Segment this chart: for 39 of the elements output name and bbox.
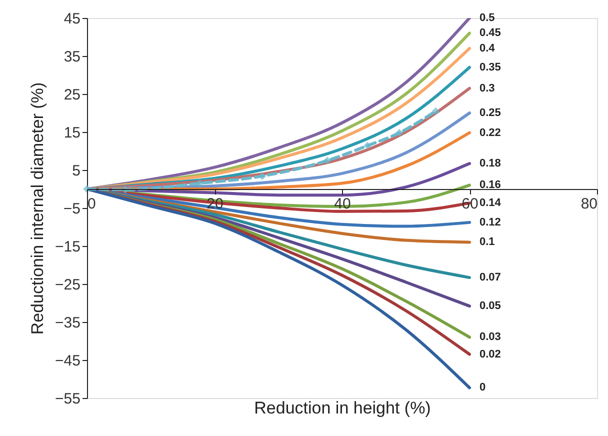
series-label: 0.07 [480, 272, 501, 284]
point [432, 107, 440, 115]
point [258, 172, 266, 180]
point [323, 156, 332, 164]
series-label: 0.05 [480, 300, 501, 312]
y-tick-label: −55 [55, 390, 80, 408]
series-label: 0.02 [480, 348, 501, 360]
series-label: 0.35 [480, 61, 501, 74]
y-tick-label: 45 [64, 10, 80, 28]
series-label: 0.03 [480, 331, 501, 344]
y-tick-label: −25 [55, 276, 80, 294]
x-axis-title: Reduction in height (%) [254, 398, 431, 418]
y-axis-title: Reductionin internal diameter (%) [28, 82, 48, 335]
series-label: 0.5 [480, 12, 495, 24]
y-tick-label: −15 [55, 238, 80, 256]
x-tick-label: 20 [206, 196, 224, 212]
y-tick-label: −45 [55, 352, 80, 370]
series-label: 0.3 [480, 82, 495, 94]
y-tick-label: 35 [64, 48, 80, 66]
y-tick-label: −5 [63, 200, 80, 218]
point [364, 142, 372, 150]
series-label: 0.4 [480, 42, 496, 54]
x-tick-label: 60 [462, 196, 478, 212]
x-tick-label: 0 [88, 196, 96, 212]
series-label: 0.18 [480, 158, 501, 170]
series-label: 0.12 [480, 216, 501, 228]
y-tick-label: 5 [72, 162, 80, 180]
series-label: 0.1 [480, 236, 495, 248]
y-tick-label: −35 [55, 314, 80, 332]
x-tick-label: 80 [580, 196, 598, 212]
series-label: 0.16 [480, 179, 501, 192]
series-label: 0.45 [480, 27, 501, 40]
point [396, 128, 404, 137]
series-label: 0.22 [480, 126, 501, 139]
y-tick-label: 15 [64, 124, 80, 142]
y-tick-label: 25 [64, 86, 80, 104]
series-label: 0.14 [480, 197, 502, 210]
series-label: 0.25 [480, 107, 501, 119]
series-label: 0 [480, 382, 486, 394]
